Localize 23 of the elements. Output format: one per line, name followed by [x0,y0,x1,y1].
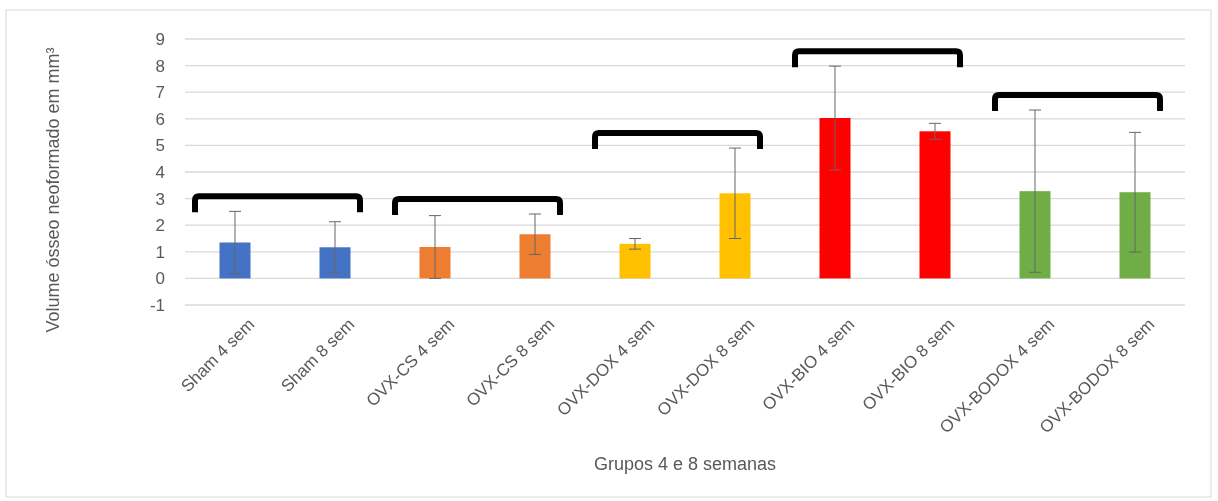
y-tick-label: 2 [155,216,165,236]
y-axis-title: Volume ósseo neoformado em mm³ [42,46,64,335]
y-tick-label: 3 [155,189,165,209]
bar [419,247,451,279]
bar [319,247,351,279]
y-tick-label: 6 [155,109,165,129]
bar [719,193,751,279]
y-tick-label: 5 [155,136,165,156]
y-tick-label: -1 [149,295,165,315]
bar [1019,191,1051,279]
bar [519,234,551,279]
y-tick-label: 1 [155,242,165,262]
bar [819,118,851,279]
y-tick-label: 0 [155,269,165,289]
y-tick-label: 7 [155,83,165,103]
y-tick-label: 8 [155,56,165,76]
y-tick-label: 4 [155,162,165,182]
bar [1119,192,1151,279]
y-tick-label: 9 [155,29,165,49]
x-axis-title: Grupos 4 e 8 semanas [593,454,777,474]
bar [619,243,651,279]
bar [919,131,951,279]
bar [219,242,251,279]
